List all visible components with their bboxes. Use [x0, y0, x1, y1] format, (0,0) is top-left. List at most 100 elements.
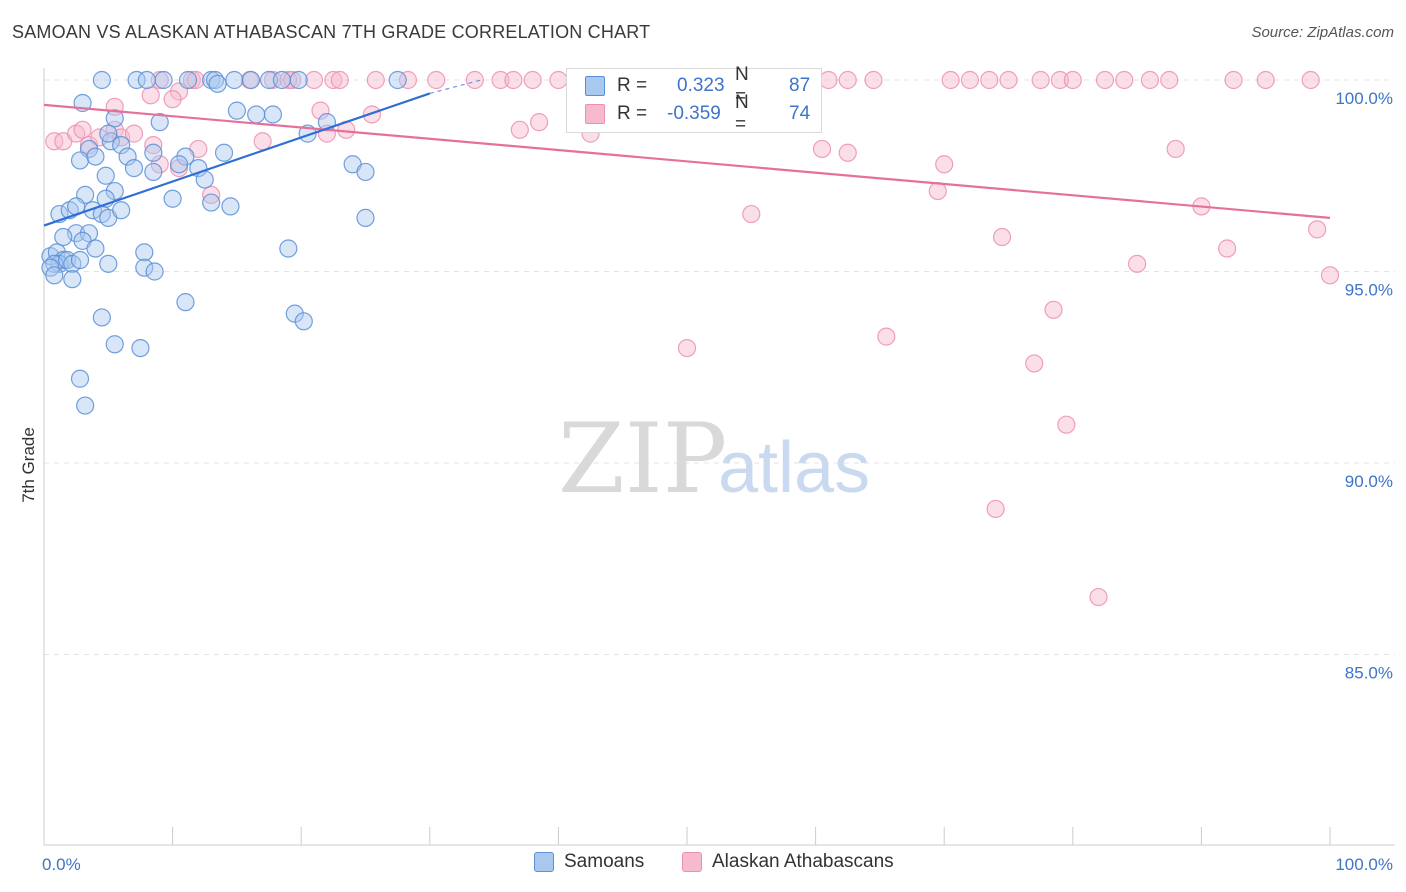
samoan-r-value: 0.323	[677, 75, 725, 96]
samoan-point	[127, 70, 146, 90]
athabascan-point	[928, 181, 947, 201]
samoan-point	[272, 70, 292, 90]
athabascan-point	[79, 136, 99, 155]
athabascan-point	[941, 70, 960, 90]
athabascan-point	[141, 86, 160, 105]
samoan-point	[70, 151, 90, 170]
series-legend: Samoans Alaskan Athabascans	[0, 851, 1406, 879]
samoan-point	[154, 70, 173, 90]
athabascan-r-value: -0.359	[667, 103, 721, 124]
samoan-point	[86, 147, 105, 166]
athabascan-point	[73, 120, 92, 139]
samoan-point	[163, 189, 182, 208]
athabascan-point	[523, 70, 542, 90]
samoan-point	[99, 254, 118, 273]
samoan-point	[118, 147, 137, 166]
athabascan-point	[1218, 239, 1237, 258]
trend-lines	[43, 79, 1331, 227]
athabascan-point	[1031, 70, 1050, 90]
samoan-point	[279, 239, 298, 258]
samoan-point	[247, 105, 266, 124]
legend-item-athabascans[interactable]: Alaskan Athabascans	[682, 851, 894, 873]
samoan-point	[214, 143, 234, 162]
athabascan-point	[1140, 70, 1160, 90]
samoan-point	[221, 197, 240, 216]
y-tick-label: 95.0%	[1345, 281, 1393, 300]
athabascan-point	[980, 70, 999, 90]
athabascan-point	[838, 143, 857, 162]
samoan-point	[105, 335, 124, 354]
samoan-point	[263, 105, 283, 124]
tick-labels: 100.0% 95.0% 90.0% 85.0% 0.0% 100.0%	[42, 89, 1393, 874]
athabascan-point	[742, 204, 761, 224]
samoan-point	[169, 155, 189, 174]
samoan-point	[54, 227, 73, 247]
athabascan-point	[150, 70, 169, 90]
samoan-point	[202, 193, 221, 212]
athabascan-point	[992, 227, 1012, 247]
watermark-zip: ZIP	[558, 403, 727, 515]
samoan-r-label: R =	[617, 75, 648, 96]
samoan-point	[99, 124, 118, 143]
athabascan-point	[530, 113, 549, 132]
samoan-point	[356, 208, 375, 227]
athabascan-point	[960, 70, 980, 90]
athabascan-point	[163, 90, 182, 109]
athabascan-point	[677, 339, 697, 358]
legend-swatch-athabascans	[682, 852, 702, 872]
athabascan-point	[144, 136, 163, 155]
athabascan-point	[1166, 139, 1185, 159]
athabascan-point	[1115, 70, 1134, 90]
athabascan-point	[465, 70, 484, 90]
samoan-point	[356, 162, 375, 182]
samoan-point	[225, 70, 244, 90]
athabascan-point	[1160, 70, 1179, 90]
athabascan-point	[1320, 266, 1340, 285]
athabascan-point	[427, 70, 446, 90]
samoan-point	[178, 70, 198, 90]
athabascan-point	[986, 499, 1005, 519]
athabascan-point	[169, 158, 189, 178]
samoan-point	[92, 308, 111, 327]
samoan-point	[137, 70, 156, 90]
athabascan-point	[324, 70, 343, 90]
samoan-point	[144, 162, 163, 182]
samoan-point	[145, 262, 164, 281]
athabascan-point	[90, 128, 109, 147]
athabascan-point	[1025, 354, 1044, 373]
samoan-point	[135, 258, 154, 277]
athabascan-point	[330, 70, 349, 90]
samoan-point	[76, 396, 95, 415]
athabascan-point	[182, 70, 201, 90]
athabascan-point	[491, 70, 510, 90]
athabascan-point	[311, 101, 330, 120]
athabascan-point	[1127, 254, 1147, 273]
legend-label-athabascans: Alaskan Athabascans	[712, 851, 894, 872]
watermark: ZIP atlas	[558, 403, 870, 515]
legend-label-samoans: Samoans	[564, 851, 645, 872]
athabascan-point	[812, 139, 832, 159]
axes	[43, 68, 1395, 846]
y-tick-label: 90.0%	[1345, 472, 1393, 491]
samoan-trend-extension	[429, 79, 482, 94]
athabascan-trend-line	[43, 103, 1331, 219]
athabascan-point	[1301, 70, 1320, 90]
athabascan-point	[877, 327, 896, 346]
athabascan-point	[253, 132, 272, 151]
samoan-n-label: N =	[735, 64, 749, 107]
grid-lines	[44, 79, 1395, 655]
legend-row-athabascans: R = -0.359 N = 74	[585, 92, 810, 135]
samoan-point	[96, 166, 115, 185]
samoan-point	[289, 70, 308, 90]
athabascan-point	[1063, 70, 1082, 90]
athabascan-point	[819, 70, 838, 90]
athabascan-point	[202, 185, 221, 204]
athabascan-point	[1224, 70, 1243, 90]
athabascan-n-value: 74	[789, 103, 811, 124]
y-axis-title: 7th Grade	[19, 427, 38, 503]
legend-swatch-samoans	[534, 852, 554, 872]
athabascan-point	[1057, 415, 1076, 434]
samoan-point	[70, 250, 90, 270]
legend-item-samoans[interactable]: Samoans	[534, 851, 644, 873]
samoan-point	[70, 369, 90, 388]
